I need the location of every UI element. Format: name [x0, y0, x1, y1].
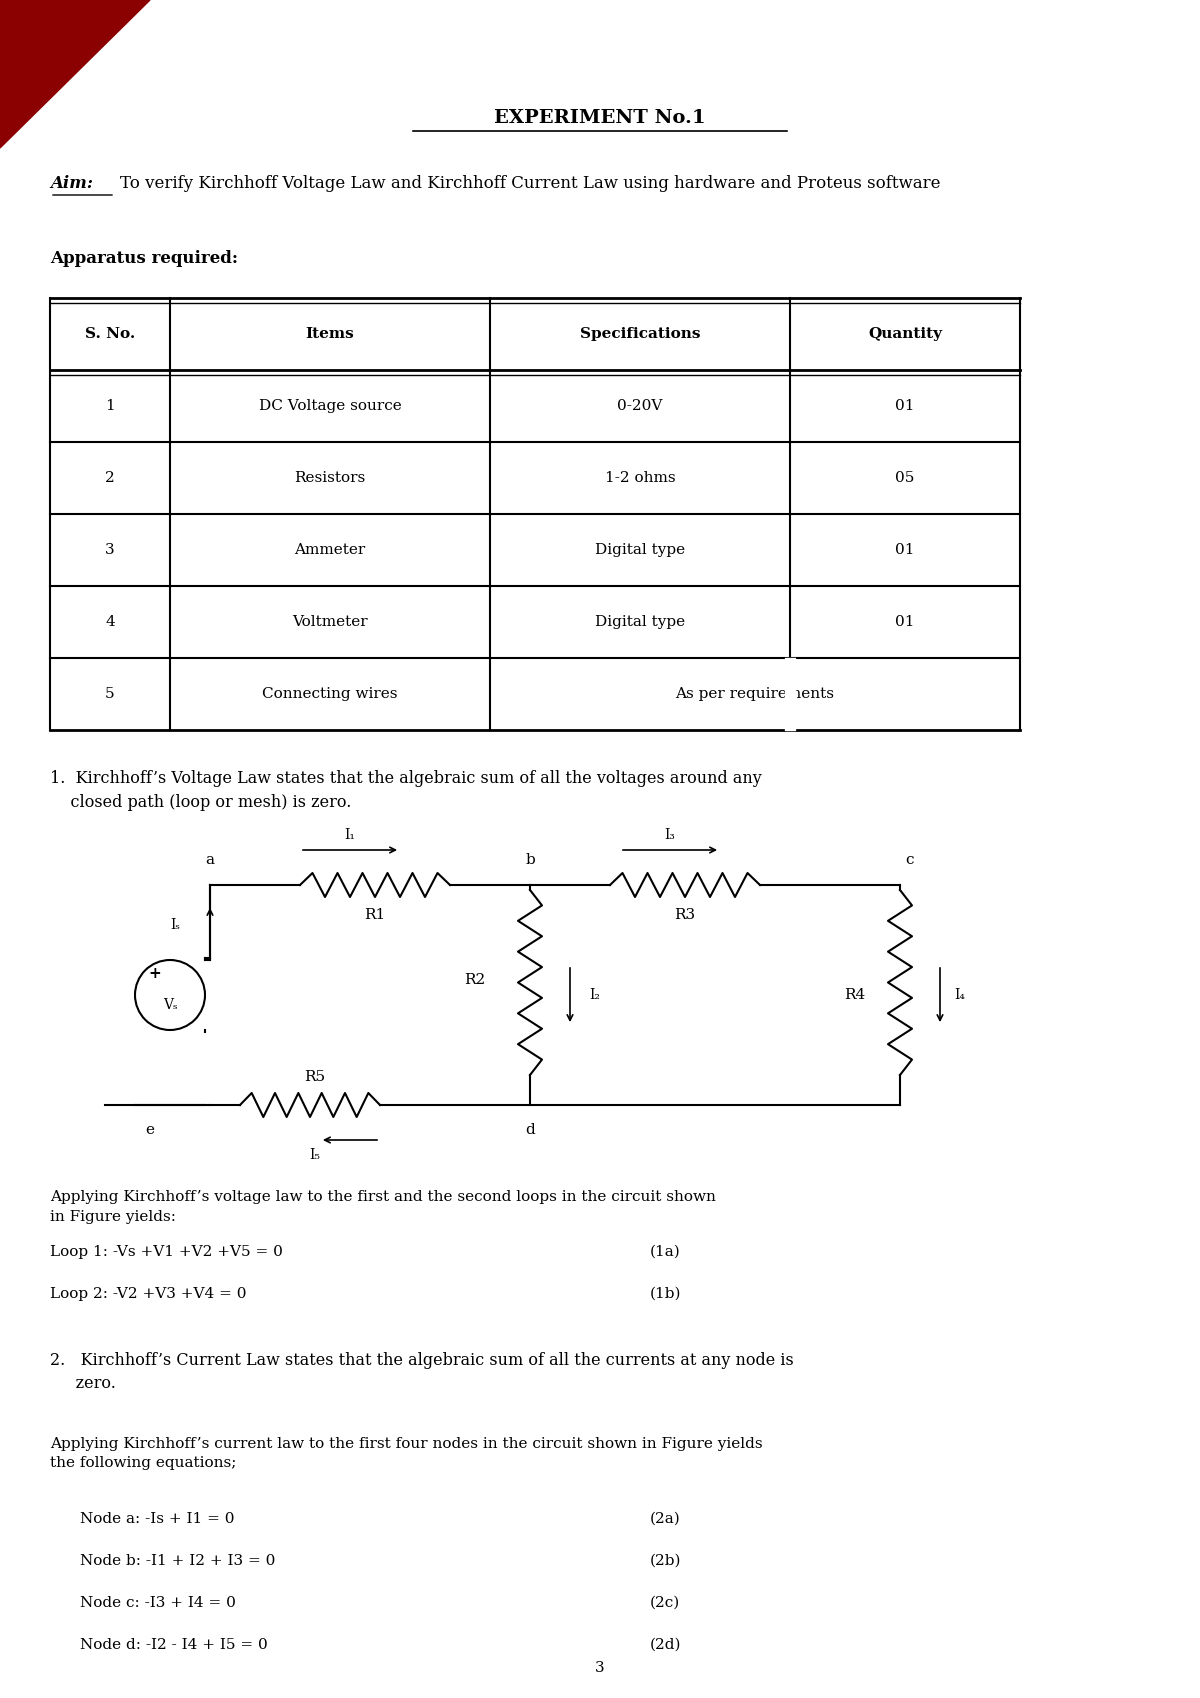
Text: R1: R1 [365, 908, 385, 922]
Text: +: + [149, 966, 161, 980]
Text: Resistors: Resistors [294, 470, 366, 486]
Text: Specifications: Specifications [580, 328, 701, 341]
Text: 2.   Kirchhoff’s Current Law states that the algebraic sum of all the currents a: 2. Kirchhoff’s Current Law states that t… [50, 1352, 793, 1392]
Text: 1: 1 [106, 399, 115, 413]
Text: DC Voltage source: DC Voltage source [259, 399, 401, 413]
Text: Loop 2: -V2 +V3 +V4 = 0: Loop 2: -V2 +V3 +V4 = 0 [50, 1287, 246, 1301]
Text: R3: R3 [674, 908, 696, 922]
Text: (2b): (2b) [650, 1554, 682, 1567]
Text: Connecting wires: Connecting wires [263, 688, 397, 701]
Text: EXPERIMENT No.1: EXPERIMENT No.1 [494, 109, 706, 127]
Text: Vₛ: Vₛ [163, 998, 178, 1012]
Text: R2: R2 [463, 973, 485, 987]
Text: Loop 1: -Vs +V1 +V2 +V5 = 0: Loop 1: -Vs +V1 +V2 +V5 = 0 [50, 1245, 283, 1258]
Text: Node a: -Is + I1 = 0: Node a: -Is + I1 = 0 [80, 1511, 234, 1527]
Text: Apparatus required:: Apparatus required: [50, 250, 238, 267]
Text: Node d: -I2 - I4 + I5 = 0: Node d: -I2 - I4 + I5 = 0 [80, 1639, 268, 1652]
Text: 01: 01 [895, 399, 914, 413]
Text: 4: 4 [106, 615, 115, 628]
Text: I₁: I₁ [344, 829, 355, 842]
Text: 01: 01 [895, 543, 914, 557]
Text: Aim:: Aim: [50, 175, 94, 192]
Text: I₂: I₂ [589, 988, 600, 1002]
Text: I₃: I₃ [665, 829, 676, 842]
Text: a: a [205, 852, 215, 868]
Text: 1.  Kirchhoff’s Voltage Law states that the algebraic sum of all the voltages ar: 1. Kirchhoff’s Voltage Law states that t… [50, 769, 762, 810]
Text: 2: 2 [106, 470, 115, 486]
Polygon shape [0, 0, 150, 148]
Text: Applying Kirchhoff’s voltage law to the first and the second loops in the circui: Applying Kirchhoff’s voltage law to the … [50, 1190, 716, 1224]
Text: d: d [526, 1122, 535, 1138]
Text: R4: R4 [844, 988, 865, 1002]
Text: R5: R5 [305, 1070, 325, 1083]
Text: Voltmeter: Voltmeter [292, 615, 368, 628]
Text: Applying Kirchhoff’s current law to the first four nodes in the circuit shown in: Applying Kirchhoff’s current law to the … [50, 1437, 763, 1470]
Text: (2c): (2c) [650, 1596, 680, 1610]
Text: Node b: -I1 + I2 + I3 = 0: Node b: -I1 + I2 + I3 = 0 [80, 1554, 275, 1567]
Text: (1a): (1a) [650, 1245, 680, 1258]
Text: 1-2 ohms: 1-2 ohms [605, 470, 676, 486]
Text: e: e [145, 1122, 155, 1138]
Text: c: c [906, 852, 914, 868]
Text: I₄: I₄ [954, 988, 966, 1002]
Text: To verify Kirchhoff Voltage Law and Kirchhoff Current Law using hardware and Pro: To verify Kirchhoff Voltage Law and Kirc… [120, 175, 941, 192]
Text: Quantity: Quantity [868, 328, 942, 341]
Text: Digital type: Digital type [595, 543, 685, 557]
Text: As per requirements: As per requirements [676, 688, 834, 701]
Text: I₅: I₅ [310, 1148, 320, 1161]
Text: (2a): (2a) [650, 1511, 680, 1527]
Text: Node c: -I3 + I4 = 0: Node c: -I3 + I4 = 0 [80, 1596, 236, 1610]
Text: Iₛ: Iₛ [170, 919, 180, 932]
Text: 5: 5 [106, 688, 115, 701]
Text: b: b [526, 852, 535, 868]
Text: 3: 3 [106, 543, 115, 557]
Text: Ammeter: Ammeter [294, 543, 366, 557]
Text: 3: 3 [595, 1661, 605, 1674]
Text: 01: 01 [895, 615, 914, 628]
Text: Digital type: Digital type [595, 615, 685, 628]
Text: 0-20V: 0-20V [617, 399, 662, 413]
Text: S. No.: S. No. [85, 328, 136, 341]
Text: Items: Items [306, 328, 354, 341]
Text: 05: 05 [895, 470, 914, 486]
Text: (1b): (1b) [650, 1287, 682, 1301]
Text: (2d): (2d) [650, 1639, 682, 1652]
